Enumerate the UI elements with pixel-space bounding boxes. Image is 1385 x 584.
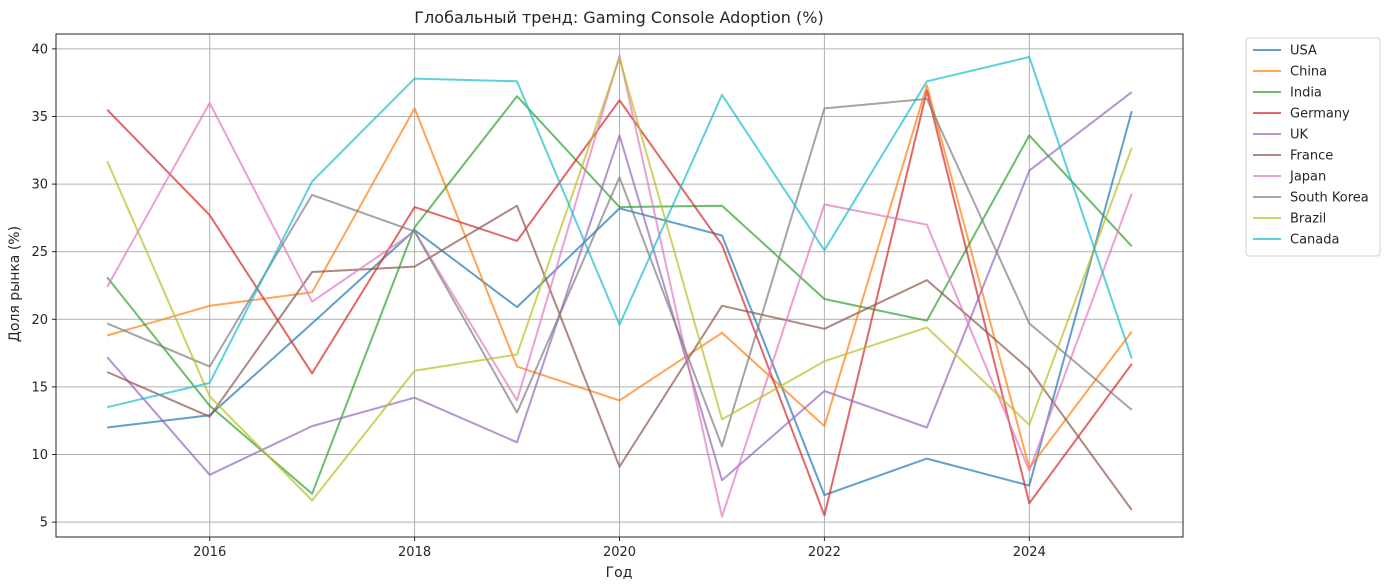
y-tick-label: 15 xyxy=(31,380,48,395)
legend-label-usa: USA xyxy=(1290,44,1317,59)
y-tick-label: 20 xyxy=(31,313,48,328)
x-axis: 2016 2018 2020 2022 2024 xyxy=(193,537,1046,560)
series-line-japan xyxy=(106,54,1133,518)
y-tick-label: 35 xyxy=(31,110,48,125)
y-tick-label: 30 xyxy=(31,178,48,193)
legend-label-japan: Japan xyxy=(1289,170,1326,185)
series-line-south-korea xyxy=(106,97,1133,448)
series-lines xyxy=(106,54,1133,518)
series-line-france xyxy=(106,204,1133,511)
chart-title: Глобальный тренд: Gaming Console Adoptio… xyxy=(414,8,823,27)
y-tick-label: 10 xyxy=(31,448,48,463)
legend-label-south-korea: South Korea xyxy=(1290,191,1369,206)
y-axis-title: Доля рынка (%) xyxy=(7,226,23,342)
x-tick-label: 2022 xyxy=(808,545,841,560)
grid xyxy=(56,34,1183,537)
x-tick-label: 2024 xyxy=(1013,545,1046,560)
legend-label-france: France xyxy=(1290,149,1333,164)
legend-label-india: India xyxy=(1290,86,1322,101)
x-tick-label: 2018 xyxy=(398,545,431,560)
legend: USA China India Germany UK France Japan South K… xyxy=(1245,37,1381,257)
legend-label-canada: Canada xyxy=(1290,233,1339,248)
y-axis: 5 10 15 20 25 30 35 40 xyxy=(31,42,56,531)
x-tick-label: 2020 xyxy=(603,545,636,560)
series-line-canada xyxy=(106,56,1133,409)
series-line-uk xyxy=(106,91,1133,482)
y-tick-label: 40 xyxy=(31,42,48,57)
legend-label-uk: UK xyxy=(1290,128,1309,143)
x-axis-title: Год xyxy=(606,565,633,581)
y-tick-label: 5 xyxy=(40,516,48,531)
x-tick-label: 2016 xyxy=(193,545,226,560)
legend-label-china: China xyxy=(1290,65,1327,80)
legend-label-brazil: Brazil xyxy=(1290,212,1326,227)
y-tick-label: 25 xyxy=(31,245,48,260)
series-line-usa xyxy=(107,110,1133,497)
series-line-china xyxy=(106,84,1133,469)
series-line-brazil xyxy=(106,57,1133,502)
legend-label-germany: Germany xyxy=(1290,107,1350,122)
